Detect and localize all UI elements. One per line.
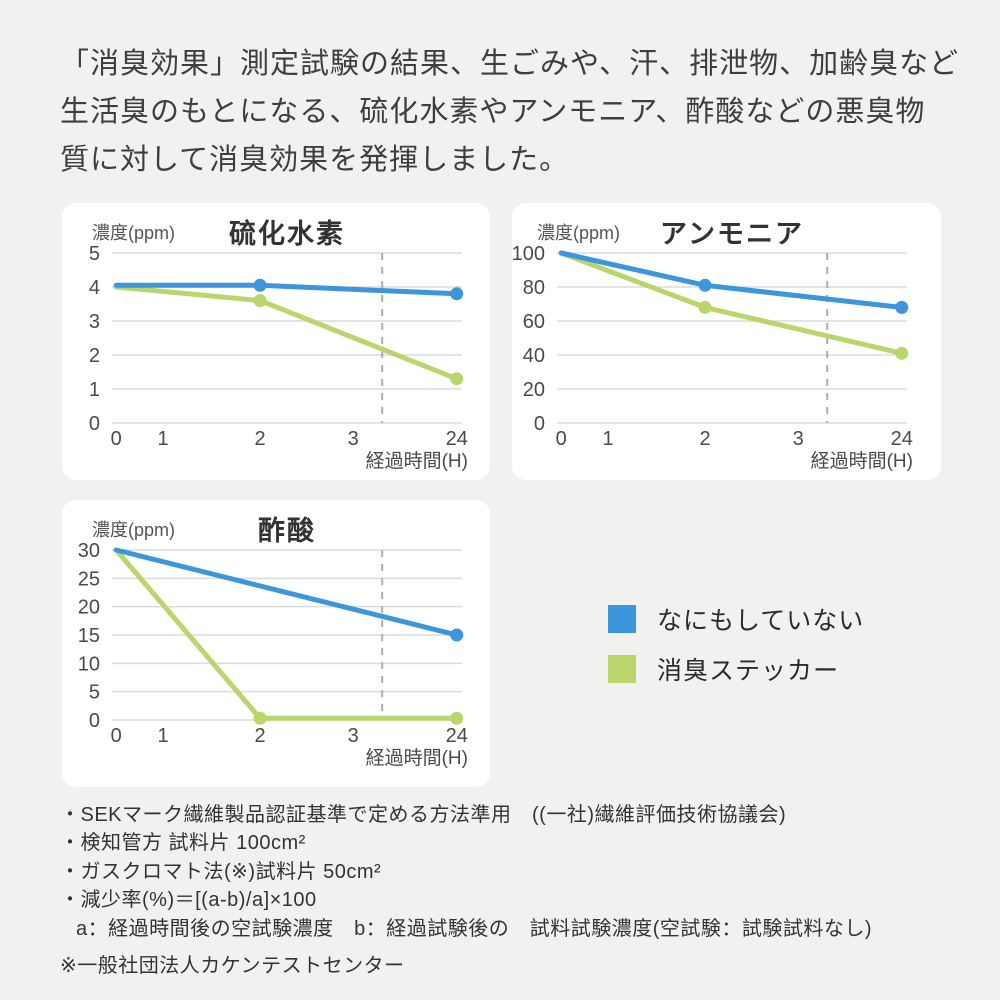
x-tick-label: 0 [111, 428, 122, 450]
series-line [113, 547, 460, 721]
data-point [450, 372, 464, 386]
y-tick-label: 1 [89, 379, 100, 401]
data-point [698, 278, 712, 292]
x-tick-label: 0 [556, 428, 567, 450]
legend-item-untreated: なにもしていない [608, 605, 864, 635]
y-tick-label: 20 [78, 597, 100, 619]
x-tick-label: 24 [446, 428, 468, 450]
chart-ammonia: 0 20 40 60 80 100 0 1 2 3 24 アンモニア 濃度(ppm) 経過時間(H) [512, 219, 913, 472]
chart-title: 酢酸 [258, 516, 316, 546]
header-line-2: 生活臭のもとになる、硫化水素やアンモニア、酢酸などの悪臭物 [60, 96, 926, 128]
series-line [113, 547, 460, 638]
y-axis-unit-label: 濃度(ppm) [537, 223, 620, 243]
x-axis-label: 経過時間(H) [366, 747, 468, 769]
y-tick-label: 25 [78, 568, 100, 590]
y-tick-label: 0 [89, 413, 100, 435]
x-tick-label: 2 [699, 428, 710, 450]
x-tick-label: 1 [603, 428, 614, 450]
data-point [450, 711, 464, 725]
footnote-item: ・SEKマーク繊維製品認証基準で定める方法準用 ((一社)繊維評価技術協議会) [60, 804, 787, 826]
x-tick-label: 3 [348, 428, 359, 450]
chart-card-hydrogen-sulfide: 0 1 2 3 4 5 0 1 2 3 24 硫化水素 濃度(ppm) 経過時間(H) [62, 203, 490, 480]
data-point [253, 278, 267, 292]
data-point [253, 711, 267, 725]
header-line-3: 質に対して消臭効果を発揮しました。 [60, 144, 570, 176]
x-axis-label: 経過時間(H) [366, 450, 468, 472]
x-tick-label: 2 [254, 725, 265, 747]
legend-label-untreated: なにもしていない [657, 607, 865, 635]
footnote-source: ※一般社団法人カケンテストセンター [60, 955, 405, 978]
y-tick-label: 40 [523, 345, 545, 367]
y-tick-label: 5 [89, 243, 100, 265]
x-tick-label: 3 [348, 725, 359, 747]
y-tick-label: 4 [89, 277, 100, 299]
x-tick-label: 24 [891, 428, 913, 450]
x-axis-label: 経過時間(H) [811, 450, 913, 472]
footnote-item: ・ガスクロマト法(※)試料片 50cm² [60, 860, 382, 883]
legend: なにもしていない 消臭ステッカー [608, 605, 864, 705]
y-tick-label: 5 [89, 682, 100, 704]
y-tick-label: 60 [523, 311, 545, 333]
footnote-item: ・減少率(%)＝[(a-b)/a]×100 [60, 889, 317, 912]
y-axis-unit-label: 濃度(ppm) [92, 223, 175, 243]
data-point [895, 346, 909, 360]
x-tick-label: 2 [254, 428, 265, 450]
data-point [450, 628, 464, 642]
footnotes: ・SEKマーク繊維製品認証基準で定める方法準用 ((一社)繊維評価技術協議会) … [60, 801, 872, 980]
y-tick-label: 3 [89, 311, 100, 333]
data-point [698, 300, 712, 314]
header-line-1: 「消臭効果」測定試験の結果、生ごみや、汗、排泄物、加齢臭など [60, 48, 960, 80]
y-tick-label: 2 [89, 345, 100, 367]
data-point [450, 287, 464, 301]
y-tick-label: 80 [523, 277, 545, 299]
y-tick-label: 10 [78, 653, 100, 675]
footnote-item: ・検知管方 試料片 100cm² [60, 832, 306, 855]
chart-card-ammonia: 0 20 40 60 80 100 0 1 2 3 24 アンモニア 濃度(ppm) 経過時間(H) [512, 203, 941, 480]
series-line [113, 284, 460, 382]
y-tick-label: 0 [534, 413, 545, 435]
x-tick-label: 1 [158, 428, 169, 450]
legend-label-sticker: 消臭ステッカー [657, 657, 840, 685]
y-axis-unit-label: 濃度(ppm) [92, 520, 175, 540]
legend-swatch-untreated [608, 605, 636, 633]
x-tick-label: 1 [158, 725, 169, 747]
y-tick-label: 30 [78, 540, 100, 562]
x-tick-label: 24 [446, 725, 468, 747]
y-tick-label: 15 [78, 625, 100, 647]
chart-hydrogen-sulfide: 0 1 2 3 4 5 0 1 2 3 24 硫化水素 濃度(ppm) 経過時間(H) [89, 218, 468, 472]
legend-item-sticker: 消臭ステッカー [608, 655, 864, 685]
y-tick-label: 0 [89, 710, 100, 732]
data-point [895, 300, 909, 314]
y-tick-label: 20 [523, 379, 545, 401]
chart-card-acetic-acid: 0 5 10 15 20 25 30 0 1 2 3 24 酢酸 濃度(ppm) 経過時間(H) [62, 500, 490, 787]
chart-title: アンモニア [660, 219, 804, 249]
data-point [253, 294, 267, 308]
y-tick-label: 100 [512, 243, 545, 265]
footnote-item: a：経過時間後の空試験濃度 b：経過試験後の 試料試験濃度(空試験：試験試料なし… [76, 917, 873, 940]
x-tick-label: 0 [111, 725, 122, 747]
legend-swatch-sticker [608, 655, 636, 683]
x-tick-label: 3 [793, 428, 804, 450]
header-text: 「消臭効果」測定試験の結果、生ごみや、汗、排泄物、加齢臭など 生活臭のもとになる… [60, 40, 959, 184]
chart-title: 硫化水素 [229, 218, 345, 249]
series-line [558, 250, 905, 310]
